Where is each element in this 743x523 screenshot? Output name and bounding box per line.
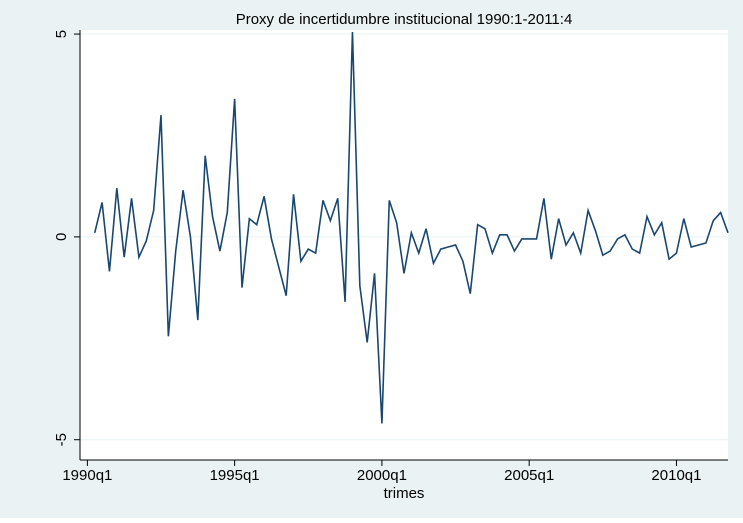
y-tick-label: -5 [53, 433, 70, 446]
chart-title: Proxy de incertidumbre institucional 199… [236, 11, 573, 28]
plot-area [80, 30, 728, 460]
x-axis-label: trimes [384, 485, 425, 502]
data-line [93, 32, 729, 424]
y-tick-label: 5 [53, 30, 70, 38]
x-tick-label: 2005q1 [504, 467, 554, 484]
x-tick-label: 2010q1 [651, 467, 701, 484]
x-tick-label: 1995q1 [210, 467, 260, 484]
y-tick-label: 0 [53, 233, 70, 241]
x-tick-label: 1990q1 [62, 467, 112, 484]
x-tick-label: 2000q1 [357, 467, 407, 484]
